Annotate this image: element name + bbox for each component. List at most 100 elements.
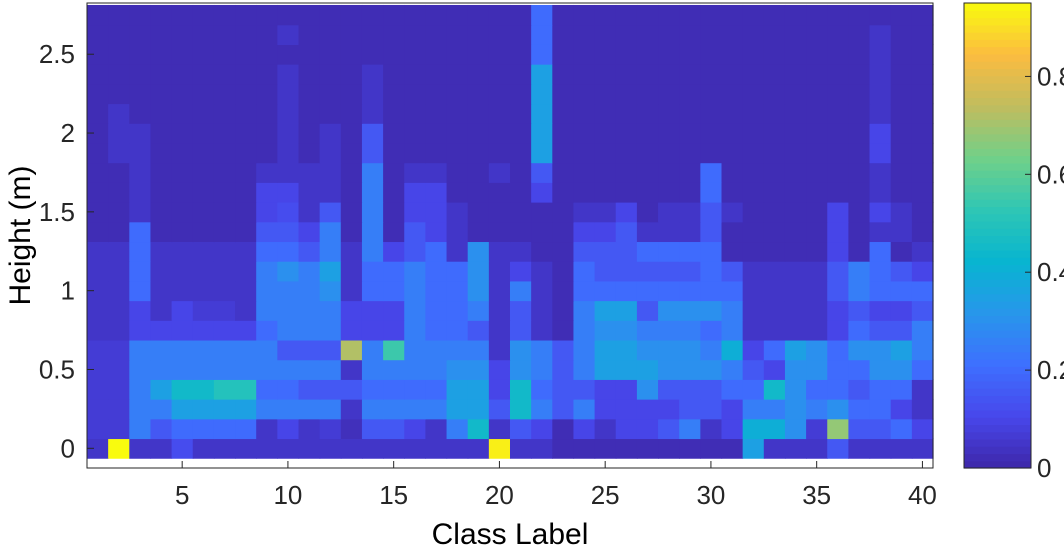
heatmap-cell	[615, 320, 638, 341]
heatmap-cell	[446, 359, 469, 380]
heatmap-cell	[552, 182, 575, 203]
heatmap-cell	[763, 64, 786, 85]
heatmap-cell	[531, 379, 553, 400]
heatmap-cell	[213, 339, 236, 361]
heatmap-cell	[721, 64, 744, 85]
heatmap-cell	[87, 24, 109, 45]
heatmap-cell	[827, 24, 849, 45]
heatmap-cell	[911, 142, 934, 164]
heatmap-cell	[848, 280, 871, 302]
heatmap-cell	[848, 241, 871, 262]
heatmap-cell	[277, 221, 300, 243]
heatmap-cell	[848, 379, 871, 400]
heatmap-cell	[277, 64, 300, 85]
heatmap-cell	[594, 162, 617, 183]
colorbar-swatch	[964, 250, 1031, 258]
heatmap-cell	[467, 280, 490, 302]
colorbar-swatch	[964, 257, 1031, 266]
heatmap-cell	[361, 320, 384, 341]
heatmap-cell	[108, 182, 130, 203]
heatmap-cell	[171, 418, 194, 440]
heatmap-cell	[763, 162, 786, 183]
heatmap-cell	[361, 142, 384, 164]
heatmap-cell	[869, 300, 892, 321]
heatmap-cell	[425, 399, 448, 420]
heatmap-cell	[700, 44, 723, 65]
heatmap-cell	[911, 202, 934, 223]
heatmap-cell	[510, 162, 532, 183]
heatmap-cell	[446, 44, 469, 65]
heatmap-cell	[129, 359, 152, 380]
heatmap-cell	[404, 438, 426, 459]
heatmap-cell	[573, 300, 596, 321]
heatmap-cell	[510, 418, 532, 440]
heatmap-cell	[404, 241, 426, 262]
heatmap-cell	[890, 261, 913, 282]
heatmap-cell	[235, 418, 257, 440]
heatmap-cell	[848, 162, 871, 183]
colorbar-swatch	[964, 409, 1031, 418]
heatmap-cell	[129, 202, 152, 223]
heatmap-cell	[87, 142, 109, 164]
heatmap-cell	[615, 142, 638, 164]
heatmap-cell	[108, 202, 130, 223]
heatmap-cell	[848, 221, 871, 243]
heatmap-cell	[235, 162, 257, 183]
heatmap-cell	[890, 162, 913, 183]
heatmap-cell	[446, 261, 469, 282]
heatmap-cell	[679, 261, 701, 282]
heatmap-cell	[108, 162, 130, 183]
heatmap-cell	[636, 162, 659, 183]
heatmap-cell	[277, 339, 300, 361]
heatmap-cell	[531, 64, 553, 85]
heatmap-cell	[425, 123, 448, 144]
heatmap-cell	[87, 202, 109, 223]
heatmap-cell	[171, 300, 194, 321]
heatmap-cell	[298, 103, 321, 124]
heatmap-cell	[467, 44, 490, 65]
x-axis-ticks: 5 10 15 20 25 30 35 40	[175, 461, 937, 510]
colorbar-swatch	[964, 315, 1031, 324]
heatmap-cell	[679, 83, 701, 105]
heatmap-cell	[594, 438, 617, 459]
heatmap-cell	[742, 320, 765, 341]
heatmap-cell	[531, 4, 553, 26]
heatmap-cell	[277, 162, 300, 183]
heatmap-cell	[742, 379, 765, 400]
heatmap-cell	[404, 162, 426, 183]
heatmap-cell	[256, 438, 278, 459]
heatmap-cell	[869, 44, 892, 65]
heatmap-cell	[488, 339, 511, 361]
heatmap-cell	[192, 142, 215, 164]
heatmap-cell	[784, 103, 807, 124]
heatmap-cell	[552, 142, 575, 164]
heatmap-cell	[594, 241, 617, 262]
heatmap-cell	[827, 300, 849, 321]
heatmap-cell	[319, 300, 342, 321]
heatmap-cell	[700, 241, 723, 262]
heatmap-cell	[298, 24, 321, 45]
heatmap-cell	[911, 221, 934, 243]
heatmap-cell	[361, 261, 384, 282]
heatmap-cell	[277, 438, 300, 459]
heatmap-cell	[552, 261, 575, 282]
heatmap-cell	[573, 162, 596, 183]
heatmap-cell	[594, 64, 617, 85]
heatmap-cell	[340, 300, 363, 321]
heatmap-cell	[213, 44, 236, 65]
heatmap-cell	[150, 339, 173, 361]
heatmap-cell	[319, 142, 342, 164]
heatmap-cell	[108, 339, 130, 361]
heatmap-cell	[763, 339, 786, 361]
heatmap-cell	[425, 182, 448, 203]
heatmap-cell	[700, 83, 723, 105]
heatmap-cell	[361, 123, 384, 144]
heatmap-cell	[721, 241, 744, 262]
heatmap-cell	[679, 438, 701, 459]
heatmap-cell	[467, 142, 490, 164]
heatmap-cell	[848, 359, 871, 380]
heatmap-cell	[806, 241, 828, 262]
heatmap-cell	[340, 241, 363, 262]
heatmap-cell	[890, 123, 913, 144]
heatmap-cell	[467, 182, 490, 203]
